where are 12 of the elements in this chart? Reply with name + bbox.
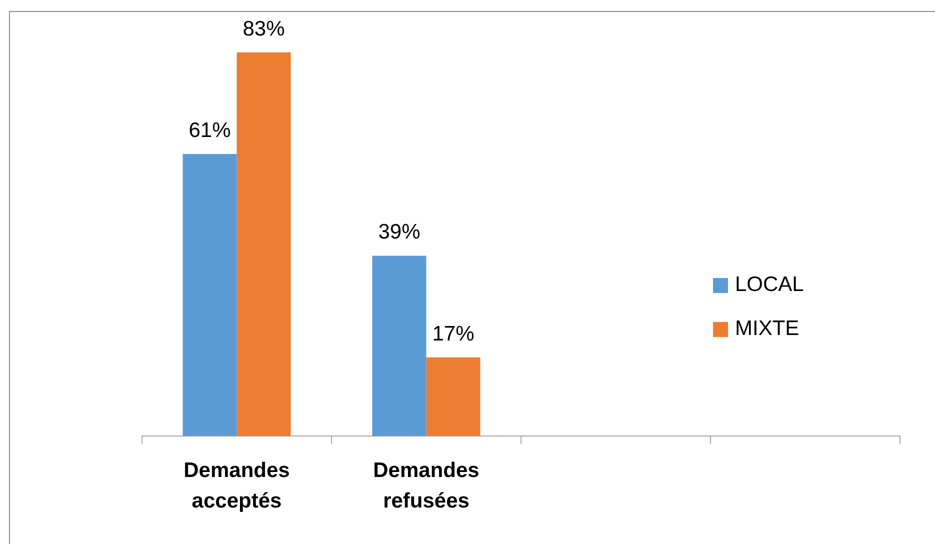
data-label: 83% [242,17,285,40]
data-label: 17% [432,322,474,346]
x-tick-label: Demandes refusées [373,459,480,512]
legend-label: LOCAL [735,273,804,297]
bar [372,256,426,436]
legend-label: MIXTE [735,317,800,341]
x-tick-label: Demandes acceptés [184,459,290,512]
data-label: 61% [188,119,231,142]
bar [182,154,237,436]
data-label: 39% [378,220,420,244]
bar [236,52,291,436]
bar [426,357,480,436]
